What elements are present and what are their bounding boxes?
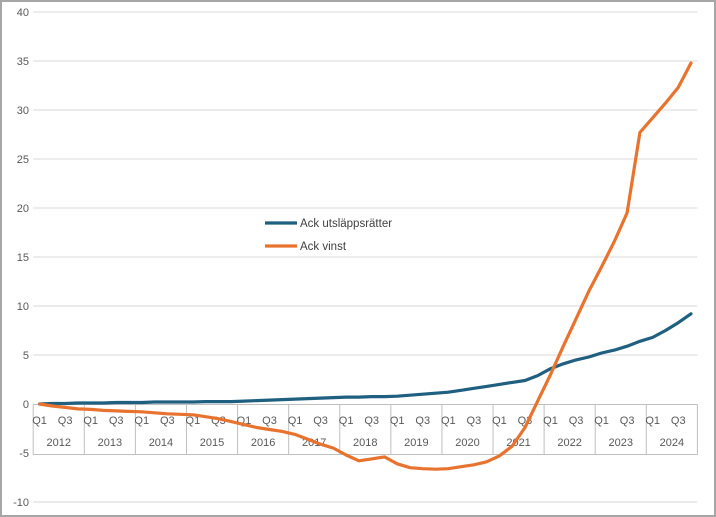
x-axis-quarter-label: Q3 [467,415,482,427]
x-axis-quarter-label: Q1 [594,415,609,427]
x-axis-year-label: 2018 [353,437,377,449]
x-axis-quarter-label: Q3 [160,415,175,427]
y-axis-tick-label: 25 [17,154,29,166]
x-axis-year-label: 2015 [200,437,224,449]
y-axis-tick-label: 0 [23,399,29,411]
x-axis-quarter-label: Q1 [645,415,660,427]
x-axis-quarter-label: Q1 [32,415,47,427]
x-axis-year-label: 2012 [47,437,71,449]
x-axis-year-label: 2013 [98,437,122,449]
x-axis-year-label: 2022 [557,437,581,449]
y-axis-tick-label: 5 [23,350,29,362]
x-axis-quarter-label: Q3 [364,415,379,427]
series-line-ack-utsl-ppsr-tter [38,312,693,406]
x-axis-quarter-label: Q1 [441,415,456,427]
x-axis-year-label: 2014 [149,437,173,449]
x-axis-quarter-label: Q1 [543,415,558,427]
y-axis-tick-label: 15 [17,252,29,264]
y-axis-tick-label: -10 [13,497,29,509]
x-axis-quarter-label: Q3 [109,415,124,427]
x-axis-quarter-label: Q1 [390,415,405,427]
x-axis-year-label: 2016 [251,437,275,449]
x-axis-quarter-label: Q3 [569,415,584,427]
y-axis-tick-label: -5 [19,448,29,460]
y-axis-tick-label: 40 [17,7,29,19]
x-axis-quarter-label: Q1 [339,415,354,427]
legend-label: Ack vinst [300,241,347,253]
x-axis-quarter-label: Q3 [262,415,277,427]
y-axis-tick-label: 20 [17,203,29,215]
legend-item-ack-vinst: Ack vinst [265,241,347,253]
x-axis-quarter-label: Q3 [415,415,430,427]
y-axis-tick-label: 10 [17,301,29,313]
legend-item-ack-utsl-ppsr-tter: Ack utsläppsrätter [265,218,392,230]
x-axis-quarter-label: Q1 [134,415,149,427]
series-line-ack-vinst [38,61,693,471]
x-axis-quarter-label: Q3 [620,415,635,427]
y-axis-tick-label: 35 [17,56,29,68]
legend-label: Ack utsläppsrätter [300,218,392,230]
x-axis-year-label: 2024 [660,437,684,449]
x-axis-quarter-label: Q1 [492,415,507,427]
x-axis-year-label: 2020 [455,437,479,449]
x-axis-year-label: 2023 [609,437,633,449]
y-axis-tick-label: 30 [17,105,29,117]
x-axis-quarter-label: Q3 [313,415,328,427]
x-axis-quarter-label: Q3 [671,415,686,427]
x-axis-year-label: 2019 [404,437,428,449]
x-axis-quarter-label: Q1 [186,415,201,427]
x-axis-quarter-label: Q1 [288,415,303,427]
x-axis-quarter-label: Q3 [58,415,73,427]
x-axis-quarter-label: Q1 [83,415,98,427]
